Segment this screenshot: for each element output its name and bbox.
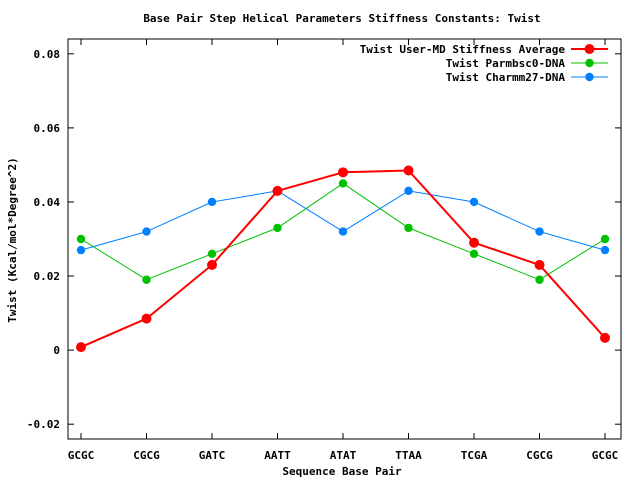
- x-tick-label: CGCG: [526, 449, 553, 462]
- data-point: [76, 342, 86, 353]
- data-point: [142, 275, 151, 284]
- legend-marker: [585, 72, 594, 82]
- data-point: [141, 313, 152, 324]
- x-tick-label: ATAT: [330, 449, 357, 462]
- x-tick-label: GATC: [199, 449, 226, 462]
- x-tick-label: AATT: [264, 449, 291, 462]
- x-axis: GCGC CGCG GATC AATT ATAT TTAA TCGA CGCG GCGC: [68, 39, 619, 462]
- x-axis-label: Sequence Base Pair: [282, 465, 402, 478]
- x-tick-label: GCGC: [68, 449, 95, 462]
- plot-frame: [67, 38, 622, 440]
- x-tick-label: TTAA: [395, 449, 422, 462]
- y-tick-label: 0.06: [34, 122, 61, 135]
- data-point: [535, 275, 544, 284]
- data-point: [338, 179, 348, 188]
- data-point: [600, 332, 610, 343]
- x-tick-label: GCGC: [592, 449, 619, 462]
- data-point: [600, 245, 610, 255]
- y-tick-label: 0.08: [34, 48, 61, 61]
- data-point: [207, 249, 217, 259]
- data-point: [469, 237, 479, 248]
- series-line: [80, 190, 606, 251]
- legend-label: Twist Parmbsc0-DNA: [446, 57, 566, 70]
- data-point: [403, 165, 414, 176]
- data-point: [76, 245, 86, 255]
- data-point: [469, 249, 479, 259]
- legend-label: Twist User-MD Stiffness Average: [360, 43, 566, 56]
- data-point: [272, 185, 283, 196]
- data-point: [338, 167, 348, 178]
- data-point: [142, 227, 151, 236]
- data-point: [207, 259, 217, 270]
- y-tick-label: 0.04: [34, 196, 61, 209]
- data-point: [207, 197, 217, 207]
- x-tick-label: TCGA: [461, 449, 488, 462]
- data-point: [273, 223, 282, 233]
- y-tick-label: -0.02: [27, 418, 60, 431]
- data-point: [469, 197, 479, 207]
- legend-marker: [585, 58, 594, 68]
- y-tick-label: 0: [53, 344, 60, 357]
- y-tick-label: 0.02: [34, 270, 61, 283]
- legend-label: Twist Charmm27-DNA: [446, 71, 566, 84]
- series-points: [76, 165, 610, 353]
- data-point: [404, 223, 413, 233]
- data-point: [535, 227, 544, 236]
- data-point: [600, 234, 610, 244]
- x-tick-label: CGCG: [133, 449, 160, 462]
- series-line: [80, 169, 606, 349]
- legend-marker: [584, 44, 595, 54]
- data-point: [76, 234, 86, 244]
- series-lines: [80, 169, 606, 349]
- y-axis-label: Twist (Kcal/mol*Degree^2): [6, 157, 19, 323]
- data-point: [404, 186, 413, 196]
- chart-title: Base Pair Step Helical Parameters Stiffn…: [143, 12, 540, 25]
- data-point: [338, 227, 348, 236]
- data-point: [534, 259, 545, 270]
- y-axis: -0.02 0 0.02 0.04 0.06 0.08: [27, 48, 621, 431]
